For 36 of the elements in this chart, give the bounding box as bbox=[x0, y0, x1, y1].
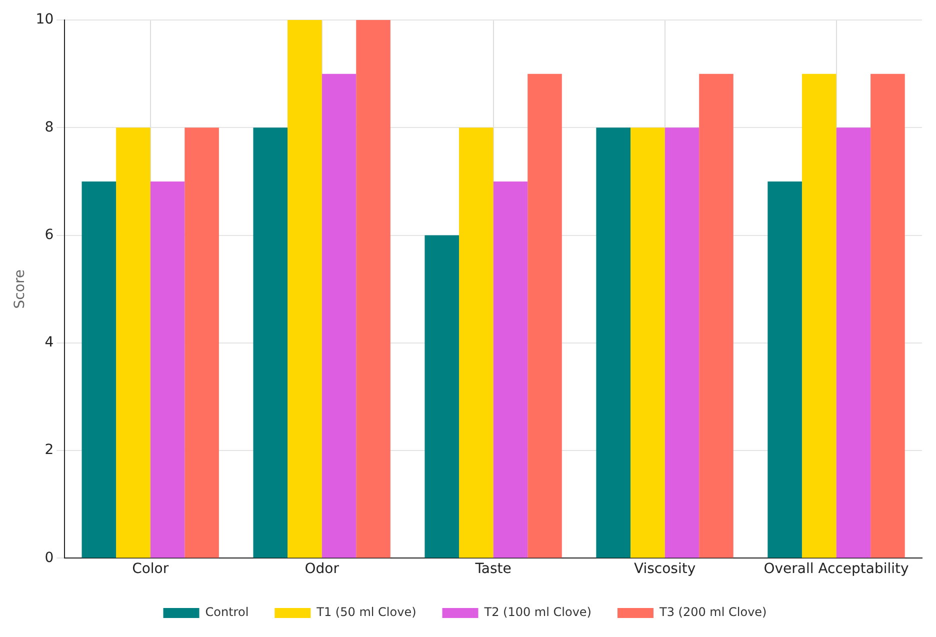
y-tick-label: 0 bbox=[44, 550, 54, 566]
legend-label: T1 (50 ml Clove) bbox=[316, 605, 416, 620]
bar bbox=[596, 128, 630, 558]
bar bbox=[288, 20, 322, 558]
x-tick-label: Viscosity bbox=[634, 561, 696, 578]
y-tick-label: 6 bbox=[44, 226, 54, 243]
legend-label: T3 (200 ml Clove) bbox=[658, 605, 767, 620]
bar bbox=[356, 20, 390, 558]
legend-label: T2 (100 ml Clove) bbox=[483, 605, 592, 620]
bar bbox=[870, 74, 905, 558]
y-tick-label: 8 bbox=[44, 119, 54, 136]
bar bbox=[630, 128, 665, 558]
legend-label: Control bbox=[205, 605, 249, 620]
bar bbox=[459, 128, 494, 558]
y-tick-label: 4 bbox=[44, 334, 54, 351]
bar bbox=[253, 128, 288, 558]
y-tick-label: 10 bbox=[36, 12, 54, 28]
bar bbox=[528, 74, 562, 558]
bar bbox=[768, 181, 802, 558]
x-tick-label: Odor bbox=[304, 561, 340, 578]
bar bbox=[493, 181, 528, 558]
bar bbox=[82, 181, 116, 558]
y-tick-label: 2 bbox=[44, 442, 54, 458]
bar bbox=[322, 74, 356, 558]
bar bbox=[116, 128, 150, 558]
bar bbox=[150, 181, 185, 558]
bar bbox=[424, 235, 460, 558]
x-tick-label: Color bbox=[132, 561, 169, 578]
x-tick-label: Overall Acceptability bbox=[764, 561, 909, 578]
x-tick-label: Taste bbox=[474, 561, 512, 578]
bar bbox=[699, 74, 734, 558]
y-axis-title: Score bbox=[12, 269, 28, 309]
bar bbox=[664, 128, 700, 558]
bar bbox=[184, 128, 219, 558]
bar bbox=[836, 128, 871, 558]
bar bbox=[802, 74, 836, 558]
